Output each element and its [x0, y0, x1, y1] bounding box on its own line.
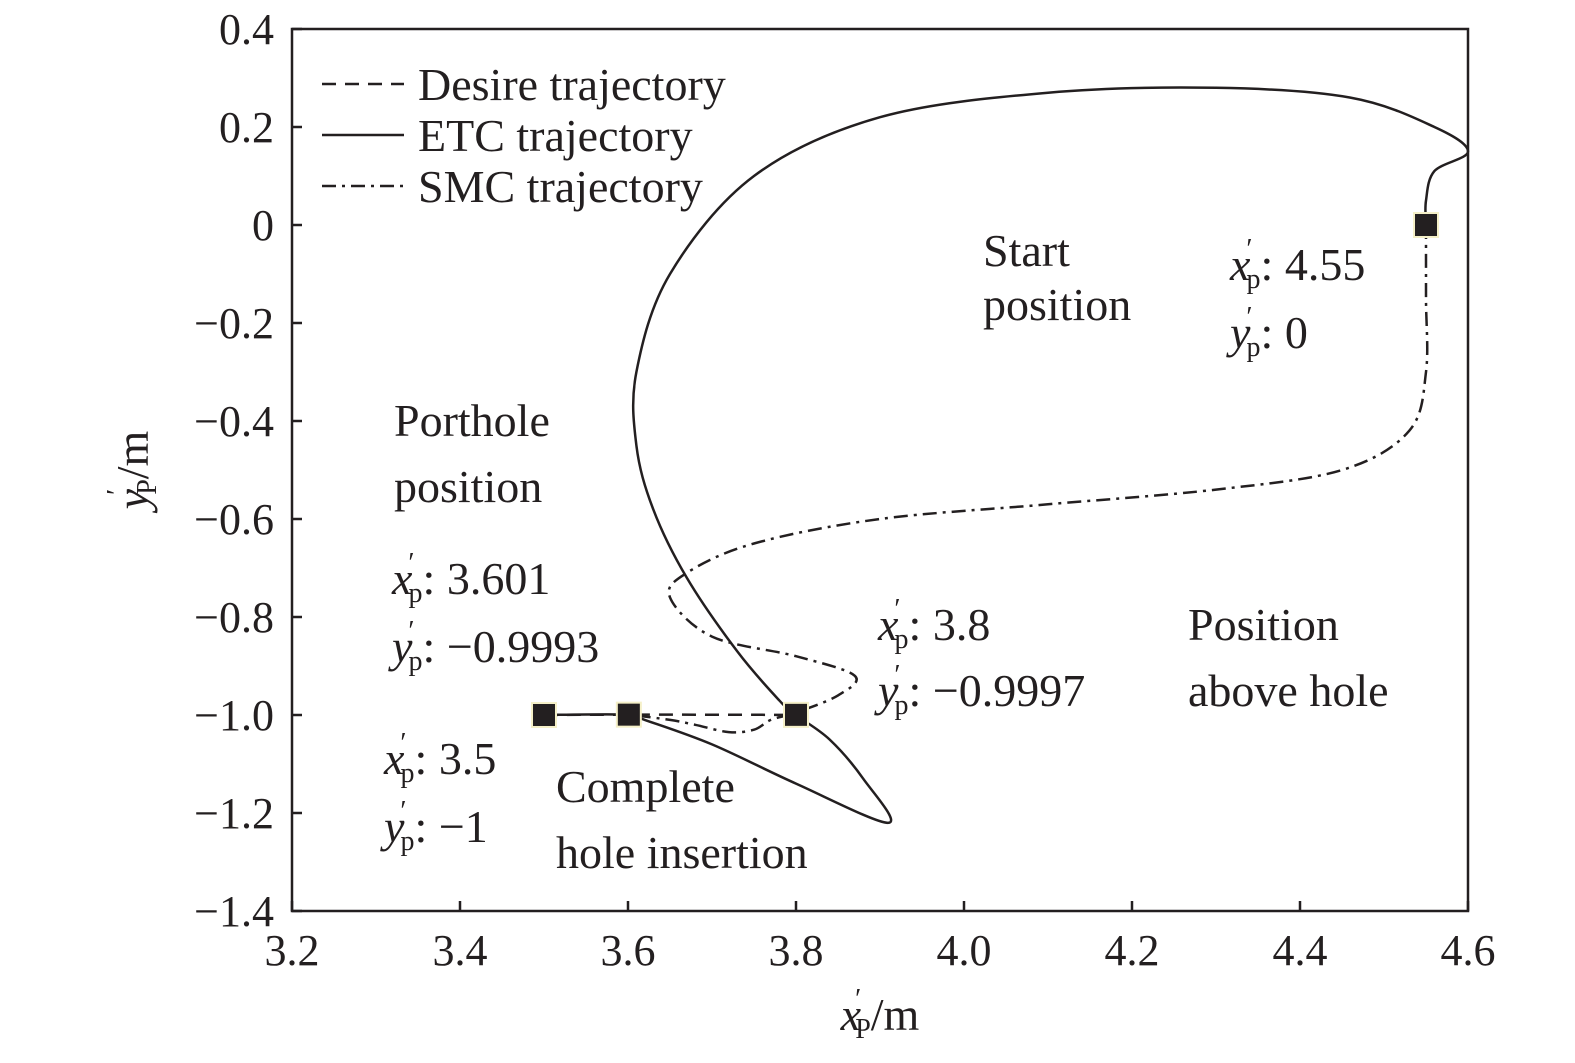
- x-axis-label: x′ P/m: [840, 984, 920, 1045]
- y-tick-label: −0.8: [194, 593, 274, 642]
- y-tick-label: −1.2: [194, 789, 274, 838]
- coord-label-x-start: x′ p: 4.55: [1229, 234, 1365, 295]
- series-lines: [543, 86, 1470, 825]
- point-marker: [783, 701, 809, 728]
- legend-label-etc: ETC trajectory: [418, 110, 693, 161]
- x-tick-label: 3.6: [601, 926, 656, 975]
- x-tick-label: 4.6: [1441, 926, 1496, 975]
- annotation-complete-insertion: Complete hole insertion: [556, 761, 808, 878]
- annotation-position-above-hole: Position above hole: [1188, 599, 1389, 716]
- y-axis-ticks: 0.4 0.2 0 −0.2 −0.4 −0.6 −0.8 −1.0 −1.2 −1.4: [194, 5, 302, 936]
- y-tick-label: −0.6: [194, 495, 274, 544]
- coord-label-y-complete: y′ p: −1: [380, 796, 488, 857]
- legend: Desire trajectory ETC trajectory SMC tra…: [322, 59, 726, 212]
- plot-frame: [290, 27, 1470, 913]
- y-tick-label: 0: [252, 201, 274, 250]
- x-tick-label: 3.4: [433, 926, 488, 975]
- annotation-porthole-position: Porthole position: [394, 395, 550, 512]
- legend-label-desire: Desire trajectory: [418, 59, 726, 110]
- coord-label-x-porthole: x′ p: 3.601: [391, 548, 550, 609]
- x-tick-label: 3.2: [265, 926, 320, 975]
- coord-label-x-complete: x′ p: 3.5: [383, 728, 496, 789]
- y-axis-label: y′P/m: [102, 430, 163, 513]
- x-tick-label: 4.4: [1273, 926, 1328, 975]
- coord-label-y-start: y′ p: 0: [1226, 302, 1308, 363]
- series-line-dashdot: [628, 225, 1429, 734]
- point-markers: [531, 212, 1439, 728]
- y-tick-label: −1.0: [194, 691, 274, 740]
- x-tick-label: 3.8: [769, 926, 824, 975]
- coord-label-x-above: x′ p: 3.8: [877, 594, 990, 655]
- y-tick-label: −0.2: [194, 299, 274, 348]
- y-tick-label: −0.4: [194, 397, 274, 446]
- legend-label-smc: SMC trajectory: [418, 161, 703, 212]
- point-marker: [1413, 212, 1439, 238]
- x-axis-ticks: 3.2 3.4 3.6 3.8 4.0 4.2 4.4 4.6: [265, 901, 1496, 975]
- coord-label-y-above: y′ p: −0.9997: [874, 660, 1085, 721]
- y-tick-label: 0.2: [219, 103, 274, 152]
- point-marker: [531, 702, 557, 728]
- series-line-solid: [543, 86, 1470, 825]
- annotation-start-position: Start position: [983, 225, 1131, 330]
- x-tick-label: 4.0: [937, 926, 992, 975]
- coord-label-y-porthole: y′ p: −0.9993: [388, 616, 599, 677]
- y-tick-label: −1.4: [194, 887, 274, 936]
- point-marker: [615, 701, 642, 728]
- y-tick-label: 0.4: [219, 5, 274, 54]
- x-tick-label: 4.2: [1105, 926, 1160, 975]
